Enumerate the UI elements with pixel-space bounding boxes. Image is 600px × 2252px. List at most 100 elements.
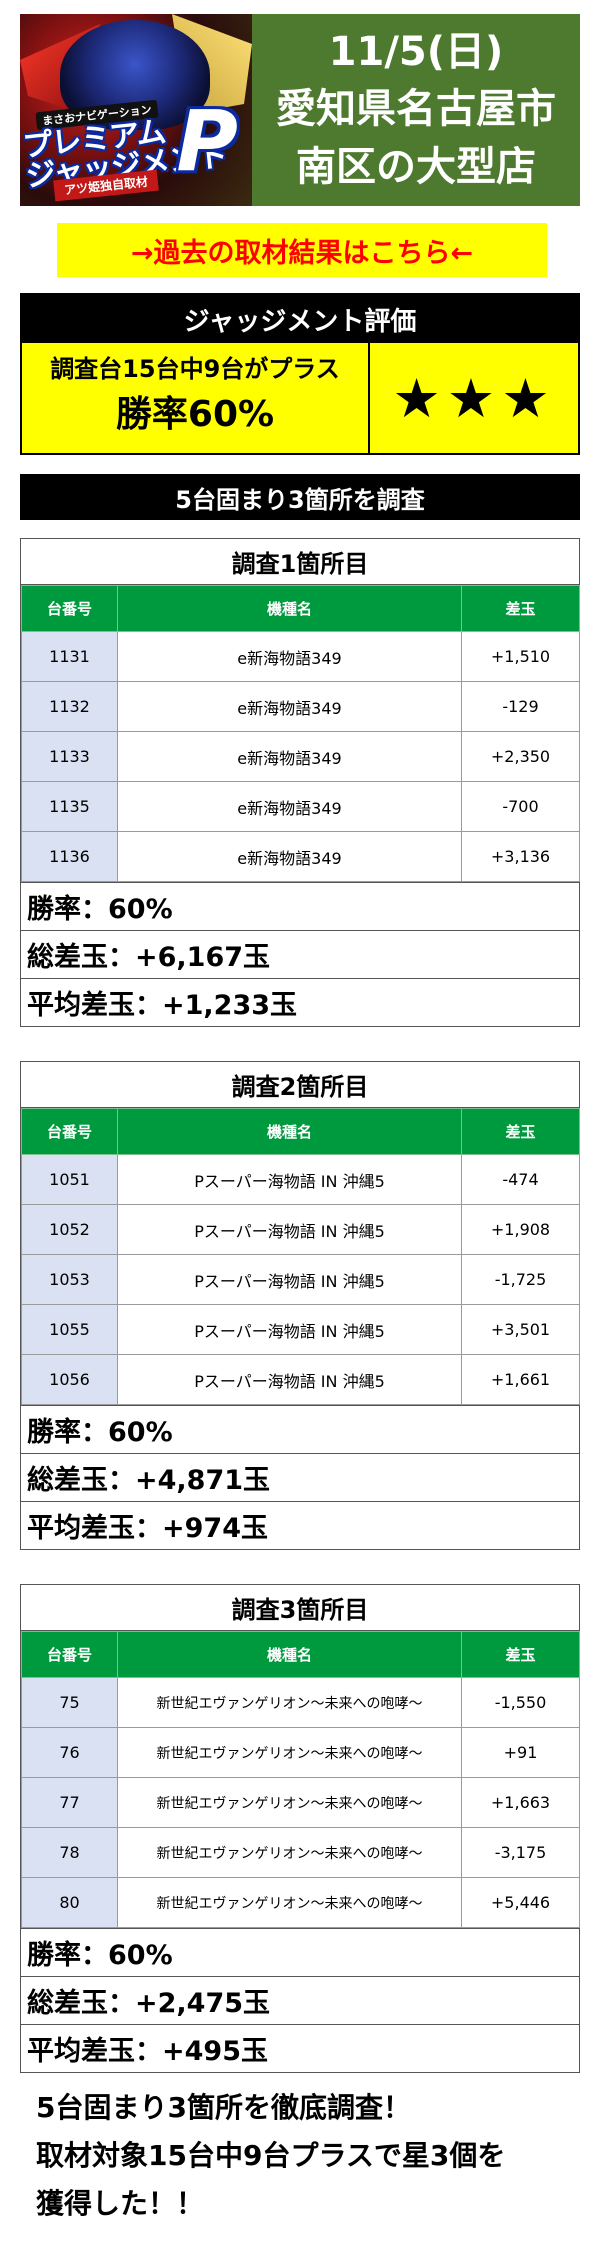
column-header-machine: 機種名 [117,585,462,632]
summary-line3: 獲得した！！ [36,2187,205,2220]
machine-name: 新世紀エヴァンゲリオン～未来への咆哮～ [117,1827,462,1878]
survey-win-rate: 勝率：60% [21,882,579,930]
survey-title: 調査3箇所目 [21,1585,579,1631]
column-header-diff: 差玉 [461,585,580,632]
column-header-number: 台番号 [21,1108,118,1155]
machine-name: e新海物語349 [117,681,462,732]
table-row: 78 新世紀エヴァンゲリオン～未来への咆哮～ -3,175 [21,1827,580,1878]
column-header-number: 台番号 [21,585,118,632]
machine-name: e新海物語349 [117,831,462,882]
ball-diff: +5,446 [461,1877,580,1928]
results-table: 台番号 機種名 差玉 75 新世紀エヴァンゲリオン～未来への咆哮～ -1,550… [21,1631,580,1928]
location-line2: 南区の大型店 [296,144,536,190]
survey-block-3: 調査3箇所目 台番号 機種名 差玉 75 新世紀エヴァンゲリオン～未来への咆哮～… [20,1584,580,2073]
machine-number: 75 [21,1677,118,1728]
ball-diff: +1,908 [461,1204,580,1255]
judgment-result: 調査台15台中9台がプラス 勝率60% [22,343,370,453]
survey-title: 調査2箇所目 [21,1062,579,1108]
survey-win-rate: 勝率：60% [21,1928,579,1976]
star-rating: ★★★ [392,366,556,430]
ball-diff: +91 [461,1727,580,1778]
ball-diff: +3,501 [461,1304,580,1355]
machine-name: 新世紀エヴァンゲリオン～未来への咆哮～ [117,1677,462,1728]
column-header-machine: 機種名 [117,1108,462,1155]
survey-total-diff: 総差玉：+4,871玉 [21,1453,579,1501]
ball-diff: -1,725 [461,1254,580,1305]
machine-name: e新海物語349 [117,731,462,782]
table-row: 1052 Pスーパー海物語 IN 沖縄5 +1,908 [21,1204,580,1255]
judgment-description: 調査台15台中9台がプラス [50,355,340,383]
table-row: 1055 Pスーパー海物語 IN 沖縄5 +3,501 [21,1304,580,1355]
table-row: 1051 Pスーパー海物語 IN 沖縄5 -474 [21,1154,580,1205]
survey-total-diff: 総差玉：+2,475玉 [21,1976,579,2024]
table-row: 1136 e新海物語349 +3,136 [21,831,580,882]
table-header-row: 台番号 機種名 差玉 [21,1108,580,1155]
machine-name: 新世紀エヴァンゲリオン～未来への咆哮～ [117,1777,462,1828]
machine-number: 77 [21,1777,118,1828]
column-header-diff: 差玉 [461,1108,580,1155]
judgment-box: ジャッジメント評価 調査台15台中9台がプラス 勝率60% ★★★ [20,293,580,455]
ball-diff: -474 [461,1154,580,1205]
table-header-row: 台番号 機種名 差玉 [21,585,580,632]
ball-diff: +1,510 [461,631,580,682]
machine-number: 1135 [21,781,118,832]
machine-name: Pスーパー海物語 IN 沖縄5 [117,1304,462,1355]
machine-number: 78 [21,1827,118,1878]
location-line1: 愛知県名古屋市 [276,86,556,132]
column-header-machine: 機種名 [117,1631,462,1678]
ball-diff: +3,136 [461,831,580,882]
ball-diff: -3,175 [461,1827,580,1878]
survey-block-1: 調査1箇所目 台番号 機種名 差玉 1131 e新海物語349 +1,510 1… [20,538,580,1027]
survey-block-2: 調査2箇所目 台番号 機種名 差玉 1051 Pスーパー海物語 IN 沖縄5 -… [20,1061,580,1550]
machine-number: 1131 [21,631,118,682]
column-header-diff: 差玉 [461,1631,580,1678]
results-table: 台番号 機種名 差玉 1131 e新海物語349 +1,510 1132 e新海… [21,585,580,882]
survey-win-rate: 勝率：60% [21,1405,579,1453]
premium-judgment-logo: まさおナビゲーション プレミアム ジャッジメント P アツ姫独自取材 [20,14,252,206]
ball-diff: -1,550 [461,1677,580,1728]
table-row: 1053 Pスーパー海物語 IN 沖縄5 -1,725 [21,1254,580,1305]
summary-line1: 5台固まり3箇所を徹底調査！ [36,2091,411,2124]
logo-p-mark: P [176,92,238,190]
machine-name: e新海物語349 [117,781,462,832]
machine-name: 新世紀エヴァンゲリオン～未来への咆哮～ [117,1877,462,1928]
survey-average-diff: 平均差玉：+1,233玉 [21,978,579,1026]
machine-number: 1136 [21,831,118,882]
survey-average-diff: 平均差玉：+974玉 [21,1501,579,1549]
machine-number: 76 [21,1727,118,1778]
survey-date: 11/5(日) [328,29,504,75]
table-row: 77 新世紀エヴァンゲリオン～未来への咆哮～ +1,663 [21,1777,580,1828]
machine-number: 1132 [21,681,118,732]
table-row: 1132 e新海物語349 -129 [21,681,580,732]
machine-number: 1052 [21,1204,118,1255]
judgment-win-rate: 勝率60% [115,394,275,435]
machine-number: 1053 [21,1254,118,1305]
past-results-link[interactable]: →過去の取材結果はこちら← [57,223,547,277]
machine-number: 1055 [21,1304,118,1355]
machine-name: Pスーパー海物語 IN 沖縄5 [117,1154,462,1205]
table-row: 1133 e新海物語349 +2,350 [21,731,580,782]
summary-text: 5台固まり3箇所を徹底調査！ 取材対象15台中9台プラスで星3個を 獲得した！！ [36,2084,576,2228]
table-row: 76 新世紀エヴァンゲリオン～未来への咆哮～ +91 [21,1727,580,1778]
machine-number: 80 [21,1877,118,1928]
ball-diff: +1,663 [461,1777,580,1828]
table-header-row: 台番号 機種名 差玉 [21,1631,580,1678]
ball-diff: +1,661 [461,1354,580,1405]
judgment-title: ジャッジメント評価 [22,295,578,343]
survey-average-diff: 平均差玉：+495玉 [21,2024,579,2072]
summary-line2: 取材対象15台中9台プラスで星3個を [36,2139,506,2172]
machine-name: Pスーパー海物語 IN 沖縄5 [117,1354,462,1405]
table-row: 1056 Pスーパー海物語 IN 沖縄5 +1,661 [21,1354,580,1405]
header-banner: まさおナビゲーション プレミアム ジャッジメント P アツ姫独自取材 11/5(… [20,14,580,206]
table-row: 1135 e新海物語349 -700 [21,781,580,832]
results-table: 台番号 機種名 差玉 1051 Pスーパー海物語 IN 沖縄5 -474 105… [21,1108,580,1405]
survey-total-diff: 総差玉：+6,167玉 [21,930,579,978]
machine-number: 1056 [21,1354,118,1405]
table-row: 1131 e新海物語349 +1,510 [21,631,580,682]
machine-name: 新世紀エヴァンゲリオン～未来への咆哮～ [117,1727,462,1778]
table-row: 80 新世紀エヴァンゲリオン～未来への咆哮～ +5,446 [21,1877,580,1928]
survey-title: 調査1箇所目 [21,539,579,585]
machine-name: Pスーパー海物語 IN 沖縄5 [117,1204,462,1255]
column-header-number: 台番号 [21,1631,118,1678]
